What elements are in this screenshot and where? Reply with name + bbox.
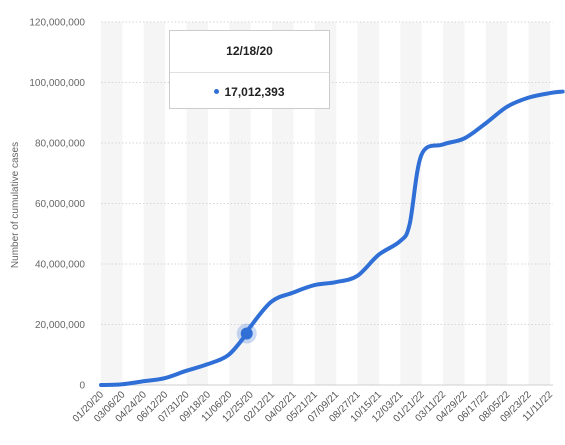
x-axis-ticks: 01/20/2003/06/2004/24/2006/12/2007/31/20…	[71, 389, 556, 425]
tooltip-value-row: 17,012,393	[170, 73, 329, 110]
data-tooltip: 12/18/20 17,012,393	[169, 30, 330, 109]
tooltip-date: 12/18/20	[170, 31, 329, 73]
tooltip-series-dot	[214, 89, 220, 94]
y-tick-label: 60,000,000	[35, 199, 85, 210]
y-tick-label: 20,000,000	[35, 320, 85, 331]
y-axis-ticks: 0 20,000,000 40,000,000 60,000,000 80,000,00…	[29, 18, 85, 392]
series-layer	[99, 89, 565, 387]
y-axis-label: Number of cumulative cases	[10, 142, 21, 268]
y-tick-label: 0	[79, 381, 85, 392]
grid-band	[229, 22, 251, 385]
y-tick-label: 100,000,000	[29, 78, 85, 89]
y-tick-label: 120,000,000	[29, 18, 85, 29]
grid-band	[186, 22, 208, 385]
series-line	[99, 89, 565, 387]
y-tick-label: 40,000,000	[35, 260, 85, 271]
y-tick-label: 80,000,000	[35, 139, 85, 150]
grid-lines	[101, 21, 553, 386]
grid-band	[443, 22, 465, 385]
tooltip-value: 17,012,393	[224, 84, 285, 99]
highlight-point[interactable]	[240, 327, 253, 340]
